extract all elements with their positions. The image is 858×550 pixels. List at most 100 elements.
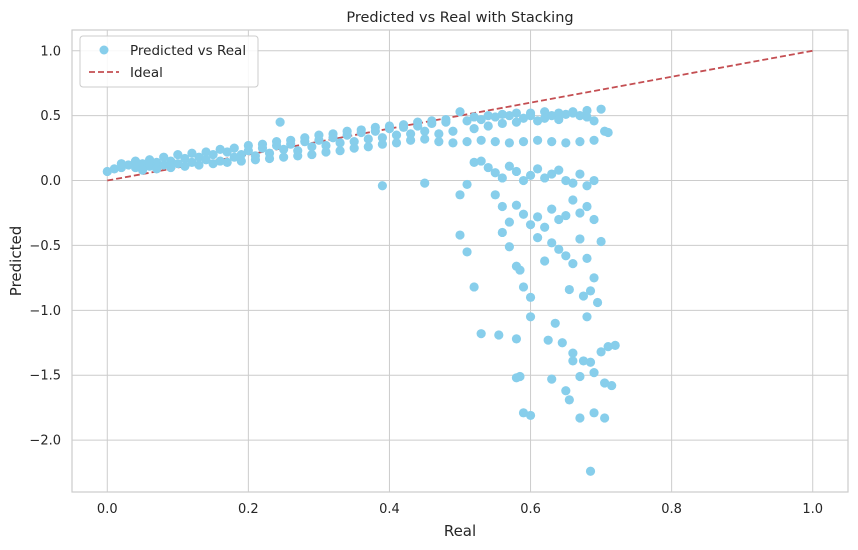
scatter-point (349, 143, 359, 153)
scatter-point (490, 168, 500, 178)
scatter-point (166, 162, 176, 173)
scatter-point (494, 330, 504, 340)
scatter-point (600, 413, 610, 423)
scatter-point (483, 111, 493, 121)
scatter-point (469, 124, 479, 134)
scatter-point (455, 107, 465, 117)
scatter-point (349, 137, 359, 147)
scatter-point (215, 156, 225, 166)
scatter-point (307, 142, 317, 152)
scatter-point (363, 142, 373, 152)
scatter-point (515, 371, 525, 382)
scatter-point (518, 175, 529, 186)
scatter-point (578, 291, 589, 301)
scatter-point (145, 161, 155, 171)
scatter-point (469, 157, 479, 167)
scatter-point (596, 347, 606, 357)
scatter-point (152, 164, 162, 174)
scatter-point (589, 214, 599, 225)
y-tick-label: −0.5 (29, 239, 61, 254)
y-axis-title: Predicted (7, 226, 25, 296)
scatter-point (398, 120, 409, 130)
scatter-point (497, 118, 507, 129)
scatter-point (547, 204, 557, 214)
scatter-point (504, 111, 514, 121)
scatter-point (455, 230, 465, 240)
scatter-point (540, 173, 550, 183)
scatter-point (543, 335, 553, 345)
scatter-point (370, 122, 380, 132)
scatter-point (533, 233, 543, 243)
scatter-point (434, 137, 444, 147)
scatter-point (413, 117, 423, 127)
scatter-point (384, 121, 395, 131)
scatter-point (504, 138, 514, 148)
scatter-point (187, 157, 197, 167)
scatter-point (434, 129, 444, 139)
scatter-point (462, 247, 472, 257)
scatter-point (607, 380, 617, 391)
scatter-point (222, 157, 232, 167)
scatter-point (561, 175, 571, 186)
scatter-point (557, 338, 567, 348)
x-tick-label: 0.0 (97, 502, 118, 517)
scatter-point (455, 190, 465, 200)
scatter-point (236, 156, 246, 166)
scatter-point (554, 165, 564, 175)
scatter-point (554, 108, 564, 118)
scatter-point (525, 312, 536, 322)
scatter-point (342, 126, 352, 136)
scatter-point (540, 222, 550, 232)
scatter-point (540, 113, 550, 123)
scatter-point (585, 286, 596, 296)
scatter-point (575, 234, 585, 244)
grid (72, 30, 848, 492)
scatter-point (130, 156, 141, 166)
scatter-point (229, 143, 239, 153)
scatter-point (123, 160, 134, 170)
scatter-point (589, 116, 599, 126)
scatter-point (582, 253, 592, 264)
scatter-point (427, 116, 437, 126)
scatter-points (102, 104, 620, 476)
scatter-point (275, 117, 285, 127)
scatter-point (504, 161, 514, 171)
x-tick-label: 1.0 (802, 502, 823, 517)
scatter-point (511, 166, 522, 177)
scatter-point (377, 181, 387, 191)
scatter-point (420, 126, 430, 136)
scatter-point (490, 190, 500, 200)
scatter-point (236, 149, 246, 160)
scatter-point (109, 164, 119, 174)
scatter-point (391, 138, 402, 148)
scatter-point (166, 156, 176, 166)
x-tick-label: 0.6 (520, 502, 541, 517)
y-tick-label: −1.0 (29, 304, 61, 319)
scatter-point (145, 155, 155, 165)
scatter-point (575, 137, 585, 147)
scatter-point (420, 134, 430, 144)
scatter-point (180, 161, 190, 171)
scatter-point (462, 116, 472, 126)
scatter-point (307, 149, 317, 160)
y-tick-label: 0.0 (40, 174, 61, 189)
scatter-point (554, 214, 564, 225)
scatter-point (582, 181, 592, 191)
scatter-point (582, 312, 592, 322)
scatter-point (603, 127, 613, 138)
scatter-point (561, 109, 571, 119)
scatter-point (377, 133, 387, 143)
scatter-point (102, 166, 112, 177)
y-tick-labels: 1.0 0.5 0.0 −0.5 −1.0 −1.5 −2.0 (29, 44, 61, 448)
scatter-point (300, 133, 310, 143)
scatter-point (497, 227, 507, 238)
scatter-point (497, 201, 507, 212)
scatter-point (279, 152, 289, 162)
scatter-point (533, 116, 543, 126)
legend-label-ideal: Ideal (130, 65, 163, 81)
scatter-point (533, 212, 543, 222)
scatter-point (476, 114, 486, 125)
scatter-point (215, 144, 225, 154)
scatter-point (582, 112, 592, 122)
